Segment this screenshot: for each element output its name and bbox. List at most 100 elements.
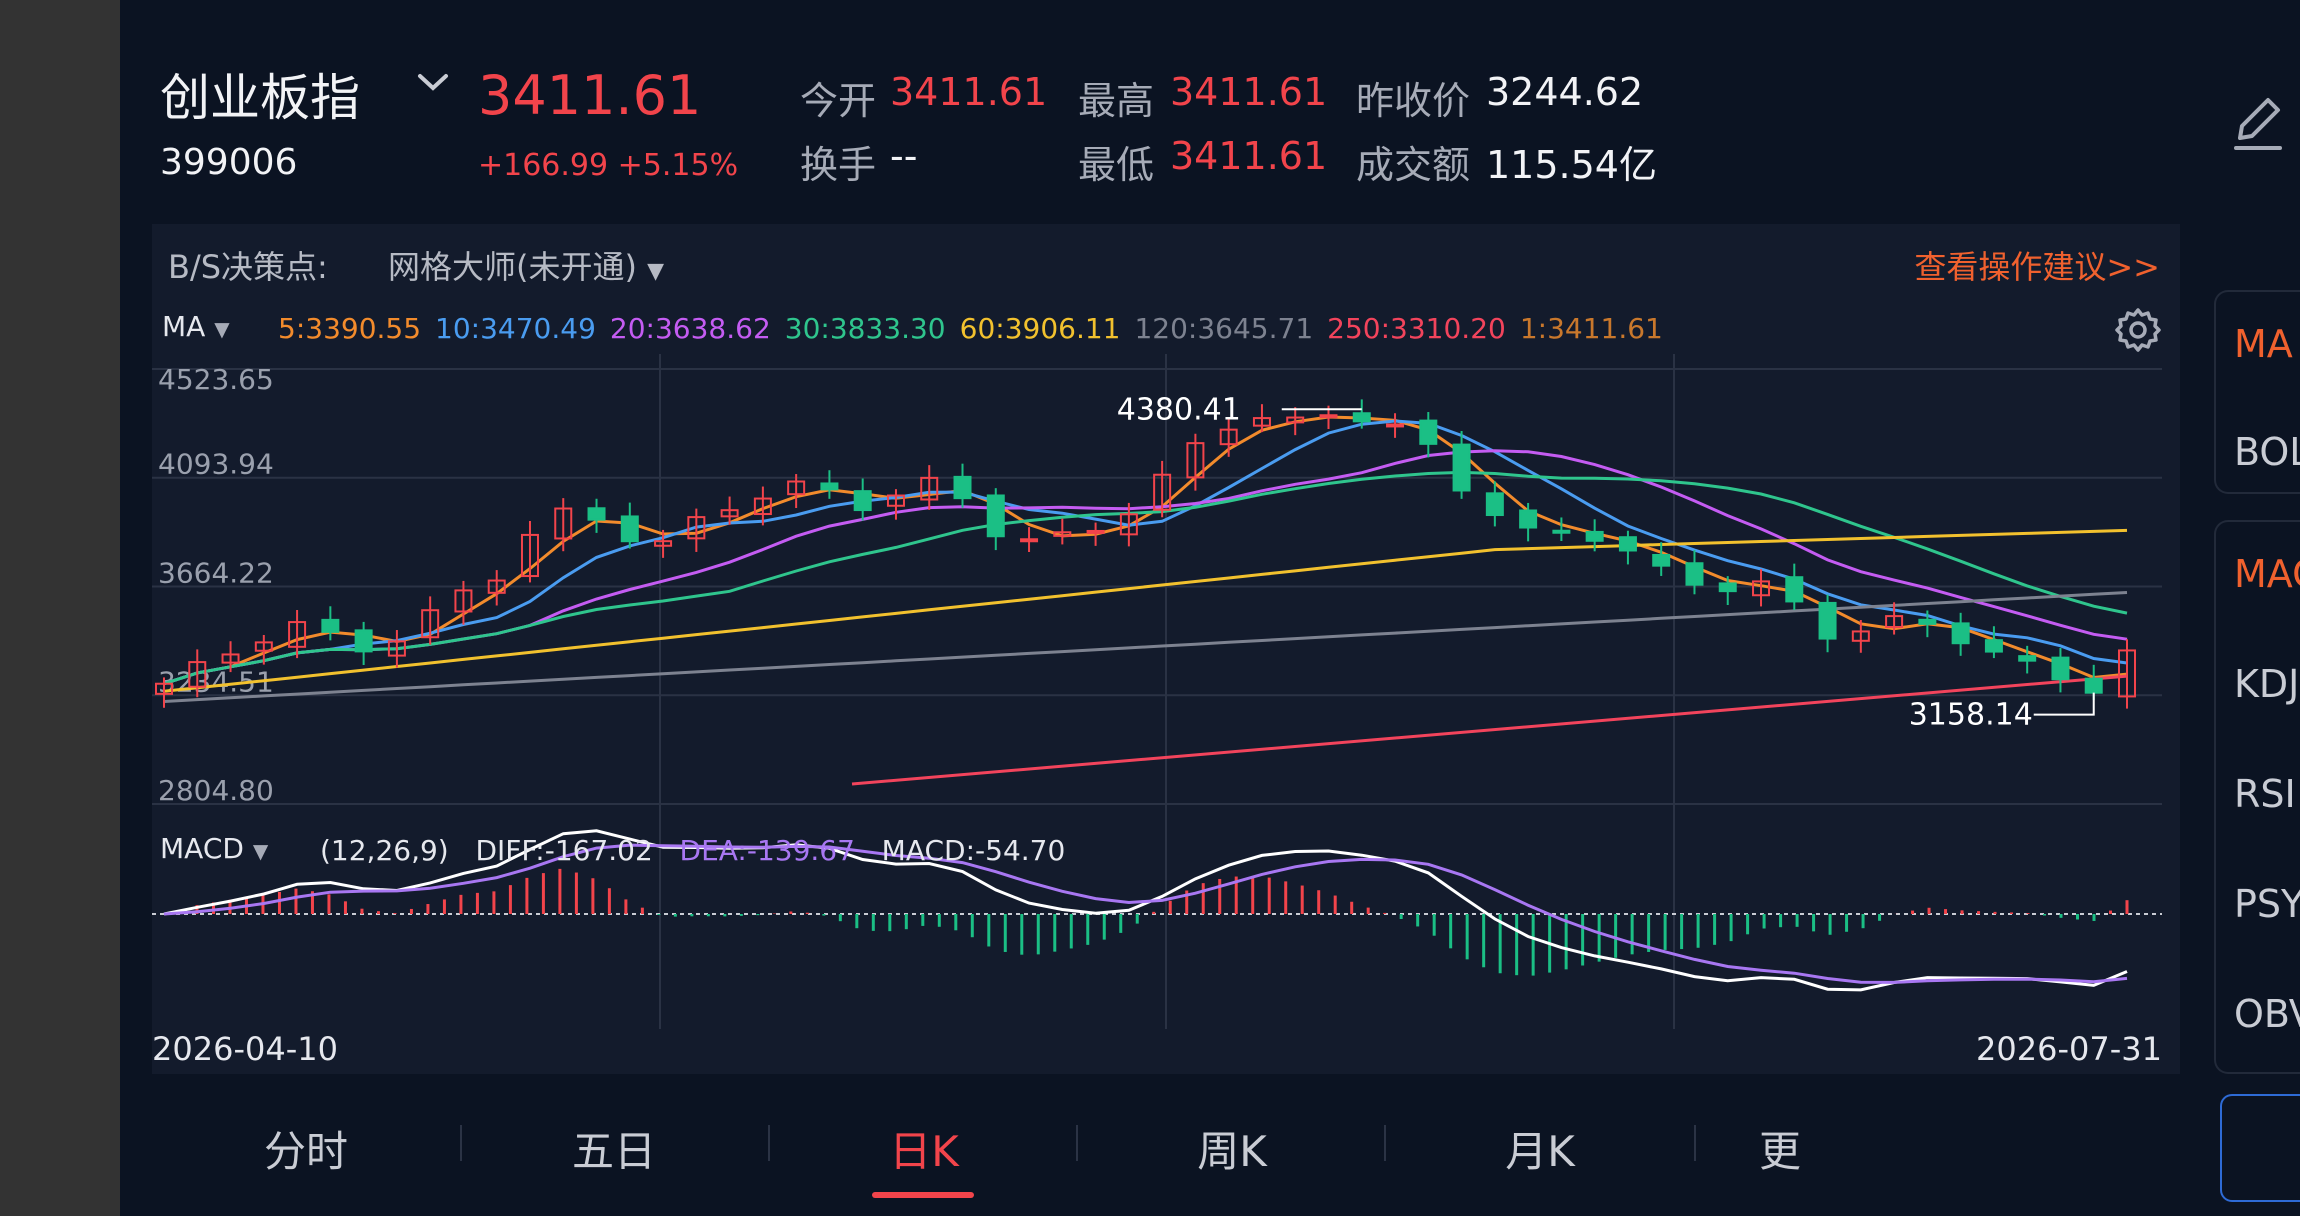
candlestick [155,682,173,695]
candlestick [1053,531,1072,537]
ma-legend-item: 10:3470.49 [435,312,596,345]
amount-value: 115.54亿 [1486,143,1657,187]
side-indicator-macd[interactable]: MAC [2234,552,2300,596]
candlestick [1485,492,1504,517]
candlestick [1851,630,1870,642]
high-label: 最高 [1078,79,1155,123]
open-label: 今开 [800,79,877,123]
side-indicator-obv[interactable]: OBV [2234,992,2300,1036]
triangle-down-icon: ▼ [214,317,230,341]
side-indicator-boll[interactable]: BOL [2234,430,2300,474]
prev-close-label: 昨收价 [1356,79,1471,123]
candlestick [654,540,673,547]
candlestick [1785,576,1804,603]
candlestick [620,515,639,543]
ma30-line [163,470,2128,686]
candlestick [254,641,273,652]
x-axis-labels: 2026-04-10 2026-07-31 [152,1030,2162,1068]
index-name[interactable]: 创业板指 [160,69,360,127]
chevron-down-icon[interactable] [416,70,450,98]
ma20-line [163,449,2128,686]
ma-legend: 5:3390.55 10:3470.49 20:3638.62 30:3833.30 6… [278,312,1677,345]
candlestick [1618,536,1637,552]
macd-params: (12,26,9) [320,834,449,867]
moving-average-lines [163,415,2128,786]
candlestick [986,494,1005,538]
y-tick-label: 2804.80 [158,774,274,807]
change-percent: +5.15% [617,148,739,183]
candlestick [554,507,573,540]
candlestick [1352,412,1371,423]
kline-chart-panel: B/S决策点: 网格大师(未开通) ▼ 查看操作建议>> MA ▼ 5:3390… [152,224,2180,1074]
pencil-icon[interactable] [2230,94,2286,158]
candlestick [1519,509,1538,529]
ma-legend-item: 120:3645.71 [1134,312,1314,345]
ma10-line [163,419,2128,686]
ma-legend-item: 20:3638.62 [609,312,771,345]
candlestick [1219,428,1238,446]
candlestick [221,653,240,664]
ma-legend-item: 5:3390.55 [278,312,422,345]
min-price-label: 3158.14 [1909,698,2033,733]
candlestick [288,621,307,648]
view-advice-link[interactable]: 查看操作建议>> [1914,248,2160,286]
candlestick [1984,639,2003,653]
tab-divider [1694,1125,1696,1161]
side-indicator-kdj[interactable]: KDJ [2234,662,2300,706]
macd-selector[interactable]: MACD ▼ [160,832,268,865]
high-value: 3411.61 [1170,70,1328,114]
tab-divider [1076,1125,1078,1161]
tab-fade-overlay [1820,1130,2040,1170]
macd-value: MACD:-54.70 [881,834,1066,867]
side-indicator-psy[interactable]: PSY [2234,882,2300,926]
candlestick [787,480,806,496]
side-indicator-rsi[interactable]: RSI [2234,772,2296,816]
tab-intraday[interactable]: 分时 [263,1127,348,1176]
tab-daily-k[interactable]: 日K [889,1127,959,1176]
triangle-down-icon: ▼ [647,259,665,284]
side-indicator-ma[interactable]: MA [2234,322,2293,366]
candlestick [188,661,207,688]
tab-weekly-k[interactable]: 周K [1197,1127,1267,1176]
tab-five-day[interactable]: 五日 [571,1127,656,1176]
candlestick [354,629,373,653]
macd-legend: (12,26,9) DIFF:-167.02 DEA:-139.67 MACD:… [320,834,1065,867]
candlestick [1086,529,1105,534]
candlestick [1286,416,1305,424]
ma-legend-item: 250:3310.20 [1327,312,1506,345]
candlestick [421,609,440,639]
candlestick [886,494,905,507]
tab-more[interactable]: 更 [1758,1127,1801,1176]
ma-selector[interactable]: MA ▼ [162,310,230,343]
candlestick [1685,562,1704,586]
diff-line [163,829,2128,992]
candlestick [1752,580,1771,597]
candlestick [1386,423,1405,428]
candlestick [1918,618,1937,625]
macd-label: MACD [160,832,244,865]
macd-dea: DEA:-139.67 [679,834,855,867]
candlestick [1552,529,1571,534]
candlestick [1951,622,1970,645]
grid-master-selector[interactable]: 网格大师(未开通) ▼ [388,242,664,288]
open-value: 3411.61 [890,70,1048,114]
candlestick [953,475,972,500]
candlestick [687,516,706,540]
macd-indicator [152,829,2162,992]
prev-close-value: 3244.62 [1486,70,1644,114]
sub-indicator-panel: MAC KDJ RSI PSY OBV [2214,520,2300,1074]
floating-action-button[interactable] [2220,1094,2300,1202]
gear-icon[interactable] [2114,306,2162,358]
ma250-line [851,674,2128,786]
ma5-line [163,415,2128,686]
candlestick [920,476,939,501]
candlestick [321,618,340,633]
change-value: +166.99 [478,148,609,183]
tab-monthly-k[interactable]: 月K [1505,1127,1575,1176]
x-start-label: 2026-04-10 [152,1030,338,1068]
triangle-down-icon: ▼ [252,839,269,863]
candlestick [2018,655,2037,662]
candlestick [2084,677,2103,694]
